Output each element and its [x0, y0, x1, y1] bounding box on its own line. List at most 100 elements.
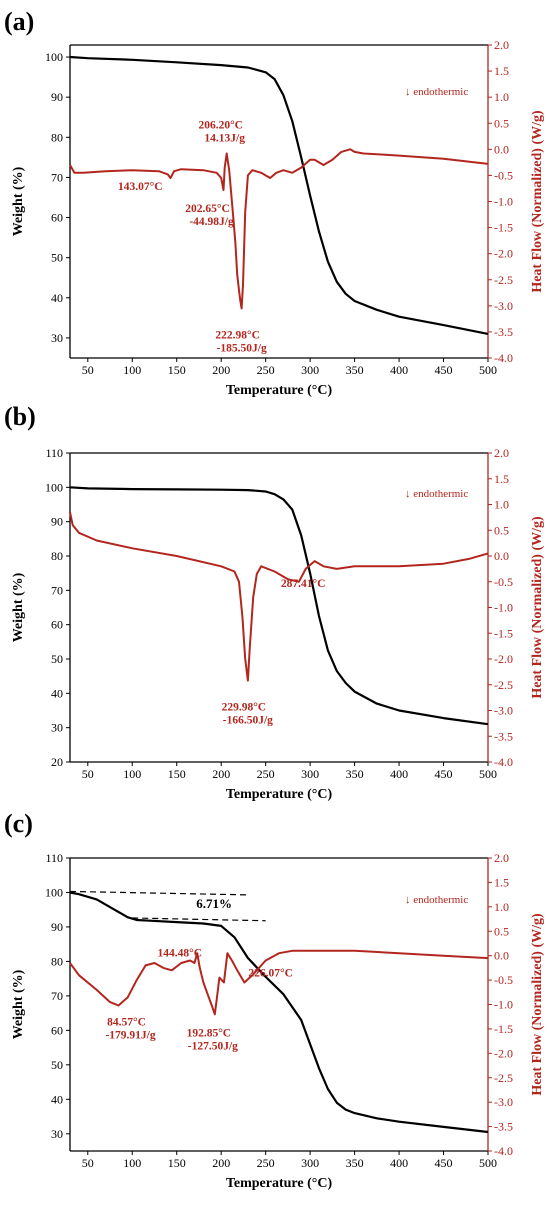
x-tick-label: 450 [435, 363, 453, 377]
x-tick-label: 150 [168, 363, 186, 377]
x-tick-label: 300 [301, 767, 319, 781]
dashed-guide-line [132, 917, 266, 922]
y-tick-label: 110 [45, 851, 63, 865]
y-axis-title: Weight (%) [11, 166, 26, 236]
x-tick-label: 500 [479, 1156, 497, 1170]
x-tick-label: 50 [82, 1156, 94, 1170]
y-tick-label: 80 [51, 549, 63, 563]
y-tick-label: 70 [51, 583, 63, 597]
x-tick-label: 400 [390, 1156, 408, 1170]
y2-tick-label: -0.5 [494, 575, 513, 589]
x-tick-label: 100 [123, 1156, 141, 1170]
y-tick-label: 100 [45, 480, 63, 494]
y-tick-label: 90 [51, 90, 63, 104]
y-tick-label: 50 [51, 652, 63, 666]
y-tick-label: 90 [51, 920, 63, 934]
y-tick-label: 60 [51, 1023, 63, 1037]
peak-annotation-temp: 226.07°C [248, 968, 293, 980]
y2-tick-label: 1.5 [494, 64, 509, 78]
y2-tick-label: 0.0 [494, 549, 509, 563]
y2-tick-label: 1.5 [494, 875, 509, 889]
y2-axis-title: Heat Flow (Normalized) (W/g) [530, 516, 545, 699]
x-tick-label: 350 [346, 1156, 364, 1170]
x-tick-label: 450 [435, 767, 453, 781]
x-axis-title: Temperature (°C) [226, 1176, 333, 1191]
y-tick-label: 30 [51, 721, 63, 735]
y2-tick-label: 0.5 [494, 523, 509, 537]
y2-tick-label: 2.0 [494, 38, 509, 52]
y2-tick-label: 1.0 [494, 498, 509, 512]
x-axis-title: Temperature (°C) [226, 787, 333, 802]
y2-tick-label: 2.0 [494, 446, 509, 460]
peak-annotation-enthalpy: -44.98J/g [189, 216, 234, 228]
x-tick-label: 150 [168, 767, 186, 781]
y2-tick-label: -3.5 [494, 729, 513, 743]
y2-tick-label: 0.5 [494, 924, 509, 938]
y2-tick-label: -3.0 [494, 299, 513, 313]
y2-tick-label: -4.0 [494, 755, 513, 769]
y2-axis-title: Heat Flow (Normalized) (W/g) [530, 913, 545, 1096]
weight-curve [69, 486, 489, 726]
y2-tick-label: -1.5 [494, 626, 513, 640]
y-tick-label: 50 [51, 1058, 63, 1072]
y2-tick-label: -4.0 [494, 351, 513, 365]
y-tick-label: 90 [51, 515, 63, 529]
y-tick-label: 60 [51, 211, 63, 225]
panel-label: (c) [4, 809, 33, 838]
y2-tick-label: -2.0 [494, 652, 513, 666]
x-tick-label: 250 [257, 363, 275, 377]
peak-annotation-enthalpy: 14.13J/g [204, 133, 245, 145]
peak-annotation-enthalpy: -166.50J/g [223, 715, 273, 727]
y2-tick-label: -3.0 [494, 704, 513, 718]
peak-annotation-temp: 222.98°C [215, 329, 260, 341]
peak-annotation-enthalpy: -127.50J/g [188, 1040, 238, 1052]
y2-tick-label: -2.5 [494, 273, 513, 287]
x-tick-label: 200 [212, 363, 230, 377]
y-tick-label: 100 [45, 885, 63, 899]
y2-tick-label: 2.0 [494, 851, 509, 865]
legend-endothermic: ↓ endothermic [405, 488, 468, 500]
y2-tick-label: -3.5 [494, 325, 513, 339]
x-tick-label: 300 [301, 1156, 319, 1170]
legend-endothermic: ↓ endothermic [405, 894, 468, 906]
mass-loss-label: 6.71% [196, 896, 232, 911]
dashed-guide-line [69, 890, 248, 896]
y-tick-label: 80 [51, 954, 63, 968]
y2-tick-label: -3.0 [494, 1095, 513, 1109]
y2-tick-label: 1.0 [494, 900, 509, 914]
peak-annotation-enthalpy: -185.50J/g [217, 342, 267, 354]
y-axis-title: Weight (%) [11, 969, 26, 1039]
heat-flow-curve [69, 949, 489, 1016]
peak-annotation-temp: 206.20°C [198, 120, 243, 132]
y-tick-label: 60 [51, 618, 63, 632]
y-tick-label: 40 [51, 291, 63, 305]
peak-annotation-temp: 192.85°C [187, 1027, 232, 1039]
x-tick-label: 200 [212, 767, 230, 781]
x-tick-label: 500 [479, 363, 497, 377]
y-tick-label: 30 [51, 331, 63, 345]
panel-a: (a) 50 100 150 200 250 300 350 400 450 500 30 40 50 60… [4, 7, 545, 398]
y2-tick-label: -4.0 [494, 1144, 513, 1158]
heat-flow-curve [69, 511, 489, 682]
peak-annotation-temp: 84.57°C [107, 1016, 146, 1028]
y2-tick-label: 1.0 [494, 90, 509, 104]
y2-tick-label: 1.5 [494, 472, 509, 486]
x-tick-label: 250 [257, 767, 275, 781]
panel-label: (b) [4, 402, 36, 431]
y2-tick-label: -1.0 [494, 195, 513, 209]
x-tick-label: 400 [390, 363, 408, 377]
y2-tick-label: -2.5 [494, 1071, 513, 1085]
x-tick-label: 500 [479, 767, 497, 781]
panel-c: (c) 50 100 150 200 250 300 350 400 450 500 30 40 50 60… [4, 809, 545, 1191]
x-axis-title: Temperature (°C) [226, 383, 333, 398]
x-tick-label: 50 [82, 767, 94, 781]
y2-tick-label: -2.0 [494, 1046, 513, 1060]
peak-annotation-temp: 143.07°C [118, 181, 163, 193]
weight-curve [69, 55, 489, 335]
y2-tick-label: -0.5 [494, 973, 513, 987]
x-tick-label: 350 [346, 363, 364, 377]
y-tick-label: 40 [51, 686, 63, 700]
peak-annotation-temp: 229.98°C [222, 702, 267, 714]
panel-b: (b) 50 100 150 200 250 300 350 400 450 500 20 30 40 50… [4, 402, 545, 802]
